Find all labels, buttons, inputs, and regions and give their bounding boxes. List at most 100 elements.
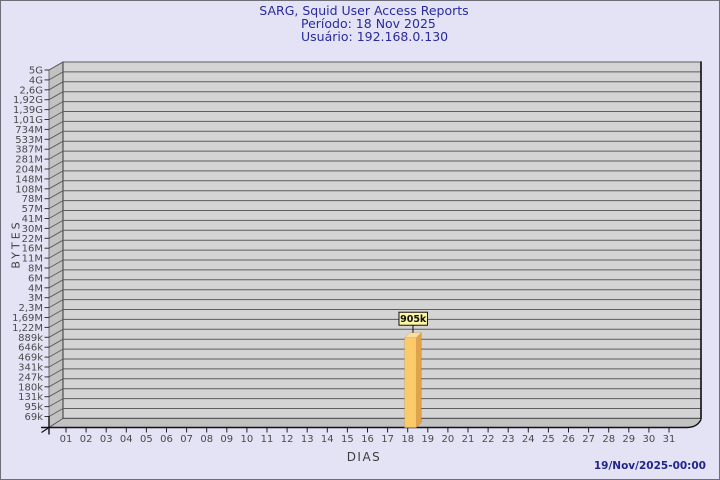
wall-grid-diagonal xyxy=(48,368,64,378)
wall-grid-diagonal xyxy=(48,338,64,348)
x-tick-label: 13 xyxy=(301,434,314,445)
wall-grid-diagonal xyxy=(48,279,64,289)
y-tick-label: 204M xyxy=(15,165,43,176)
y-tick-label: 131k xyxy=(18,392,43,403)
x-tick-label: 10 xyxy=(241,434,254,445)
wall-grid-diagonal xyxy=(48,348,64,358)
wall-grid-diagonal xyxy=(48,101,64,110)
wall-grid-diagonal xyxy=(48,269,64,279)
wall-grid-diagonal xyxy=(48,229,64,239)
y-tick-label: 4G xyxy=(29,75,43,86)
y-tick-label: 646k xyxy=(18,343,43,354)
y-tick-label: 387M xyxy=(15,145,43,156)
wall-grid-diagonal xyxy=(48,378,64,388)
wall-grid-diagonal xyxy=(48,299,64,308)
y-tick-label: 1,22M xyxy=(12,323,43,334)
y-tick-label: 3M xyxy=(28,293,43,304)
y-tick-label: 148M xyxy=(15,174,43,185)
bar-value-label-box xyxy=(398,311,428,326)
x-tick-label: 14 xyxy=(321,434,334,445)
y-tick-label: 180k xyxy=(18,382,43,393)
x-tick-label: 08 xyxy=(200,434,213,445)
y-tick-label: 8M xyxy=(28,264,43,275)
y-tick-label: 1,01G xyxy=(13,115,43,126)
x-axis-line xyxy=(41,419,702,429)
wall-grid-diagonal xyxy=(48,289,64,299)
y-tick-label: 69k xyxy=(24,412,43,423)
x-tick-label: 28 xyxy=(602,434,615,445)
y-tick-label: 247k xyxy=(18,372,43,383)
y-tick-label: 41M xyxy=(22,214,43,225)
wall-grid-diagonal xyxy=(48,190,64,200)
y-tick-label: 57M xyxy=(22,204,43,215)
x-tick-label: 23 xyxy=(502,434,515,445)
x-tick-label: 31 xyxy=(663,434,676,445)
wall-grid-diagonal xyxy=(48,220,64,229)
wall-grid-diagonal xyxy=(48,160,64,170)
x-tick-label: 16 xyxy=(361,434,374,445)
y-tick-label: 16M xyxy=(22,244,43,255)
wall-grid-diagonal xyxy=(48,61,64,71)
wall-grid-diagonal xyxy=(48,249,64,259)
wall-grid-diagonal xyxy=(48,358,64,368)
x-tick-label: 22 xyxy=(482,434,495,445)
report-user: Usuário: 192.168.0.130 xyxy=(301,28,449,44)
x-tick-label: 12 xyxy=(281,434,294,445)
y-tick-label: 533M xyxy=(15,135,43,146)
y-tick-label: 2,6G xyxy=(19,85,43,96)
x-tick-label: 15 xyxy=(341,434,354,445)
x-tick-label: 17 xyxy=(381,434,394,445)
x-tick-label: 11 xyxy=(261,434,274,445)
y-tick-label: 6M xyxy=(28,273,43,284)
wall-grid-diagonal xyxy=(48,71,64,81)
x-tick-label: 18 xyxy=(401,434,414,445)
x-tick-label: 20 xyxy=(442,434,455,445)
generation-timestamp: 19/Nov/2025-00:00 xyxy=(593,460,706,472)
y-tick-label: 734M xyxy=(15,125,43,136)
x-tick-label: 19 xyxy=(421,434,434,445)
axis-corner-tick xyxy=(41,427,50,433)
y-tick-label: 11M xyxy=(22,254,43,265)
report-title: SARG, Squid User Access Reports xyxy=(259,3,469,18)
y-tick-label: 469k xyxy=(18,353,43,364)
y-tick-label: 341k xyxy=(18,363,43,374)
y-tick-label: 22M xyxy=(22,234,43,245)
wall-grid-diagonal xyxy=(48,150,64,160)
wall-grid-diagonal xyxy=(48,239,64,249)
report-period: Período: 18 Nov 2025 xyxy=(301,15,436,31)
wall-grid-diagonal xyxy=(48,388,64,398)
x-tick-label: 29 xyxy=(622,434,635,445)
x-tick-label: 30 xyxy=(643,434,656,445)
x-tick-label: 01 xyxy=(60,434,73,445)
wall-grid-diagonal xyxy=(48,81,64,91)
report-header: SARG, Squid User Access Reports Período:… xyxy=(1,3,719,44)
x-tick-label: 27 xyxy=(582,434,595,445)
y-tick-label: 78M xyxy=(22,194,43,205)
y-tick-label: 281M xyxy=(15,155,43,166)
x-tick-label: 04 xyxy=(120,434,133,445)
x-tick-label: 03 xyxy=(100,434,113,445)
y-tick-label: 95k xyxy=(24,402,43,413)
y-tick-label: 4M xyxy=(28,283,43,294)
x-tick-label: 25 xyxy=(542,434,555,445)
x-tick-label: 24 xyxy=(522,434,535,445)
x-tick-label: 21 xyxy=(462,434,475,445)
chart-floor xyxy=(47,418,702,428)
wall-grid-diagonal xyxy=(48,408,64,417)
wall-grid-diagonal xyxy=(48,111,64,120)
wall-grid-diagonal xyxy=(48,140,64,150)
wall-grid-diagonal xyxy=(48,130,64,140)
bar xyxy=(404,337,417,428)
y-tick-label: 1,39G xyxy=(13,105,43,116)
x-tick-label: 26 xyxy=(562,434,575,445)
x-tick-label: 07 xyxy=(180,434,193,445)
wall-grid-diagonal xyxy=(48,121,64,130)
x-tick-label: 06 xyxy=(160,434,173,445)
wall-grid-diagonal xyxy=(48,170,64,180)
wall-grid-diagonal xyxy=(48,319,64,328)
y-tick-label: 1,69M xyxy=(12,313,43,324)
wall-grid-diagonal xyxy=(48,328,64,338)
y-tick-label: 30M xyxy=(22,224,43,235)
